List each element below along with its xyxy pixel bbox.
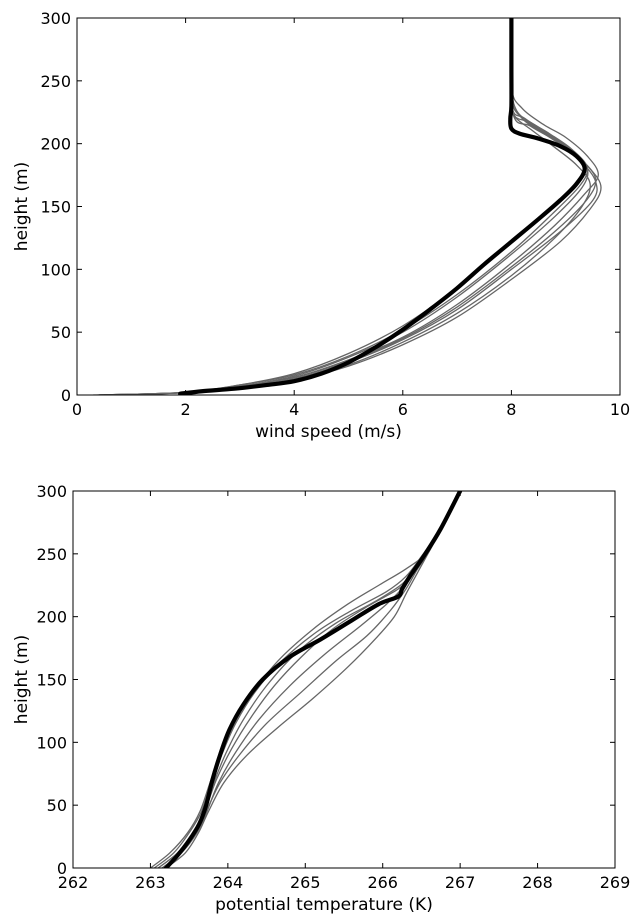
x-tick-label: 265 [290, 873, 321, 892]
plot-frame [76, 17, 621, 396]
x-tick-label: 4 [289, 400, 299, 419]
y-tick-label: 300 [40, 9, 71, 28]
y-tick-label: 50 [51, 323, 71, 342]
chart-2: 262 263 264 265 266 267 268 269 0 50 100 150 200 250 3… [12, 482, 630, 915]
plot-frame [72, 490, 616, 869]
ensemble-line-4 [165, 491, 461, 868]
y-tick-label: 150 [36, 671, 67, 690]
highlight-line [163, 491, 463, 868]
y-tick-label: 50 [47, 796, 67, 815]
ensemble-line-8 [109, 18, 589, 395]
y-tick-label: 200 [36, 608, 67, 627]
x-tick-label: 263 [135, 873, 166, 892]
y-tick-label: 200 [40, 135, 71, 154]
x-tick-label: 6 [398, 400, 408, 419]
highlight-line [178, 18, 587, 395]
x-axis-label: potential temperature (K) [215, 895, 433, 915]
x-tick-label: 262 [58, 873, 89, 892]
ensemble-line-6 [98, 18, 602, 395]
series-group [93, 18, 602, 395]
y-tick-label: 250 [40, 72, 71, 91]
x-tick-label: 269 [600, 873, 631, 892]
ensemble-line-4 [109, 18, 589, 395]
y-tick-label: 0 [57, 859, 67, 878]
ensemble-line-2 [104, 18, 598, 395]
ensemble-line-6 [150, 491, 461, 868]
y-tick-label: 100 [40, 260, 71, 279]
y-tick-label: 0 [61, 386, 71, 405]
x-tick-label: 264 [213, 873, 244, 892]
ensemble-line-7 [161, 491, 461, 868]
x-tick-label: 8 [506, 400, 516, 419]
ensemble-line-3 [98, 18, 591, 395]
x-tick-label: 0 [72, 400, 82, 419]
x-axis-label: wind speed (m/s) [255, 422, 402, 442]
ensemble-line-7 [104, 18, 597, 395]
y-axis-label: height (m) [12, 635, 32, 724]
y-tick-label: 100 [36, 733, 67, 752]
ensemble-line-1 [93, 18, 599, 395]
y-tick-label: 150 [40, 198, 71, 217]
x-tick-label: 2 [181, 400, 191, 419]
x-tick-label: 10 [610, 400, 630, 419]
x-tick-label: 268 [522, 873, 553, 892]
x-tick-label: 267 [445, 873, 476, 892]
y-tick-label: 250 [36, 545, 67, 564]
y-tick-label: 300 [36, 482, 67, 501]
series-group [150, 491, 463, 868]
y-axis-label: height (m) [12, 162, 32, 251]
x-tick-label: 266 [367, 873, 398, 892]
